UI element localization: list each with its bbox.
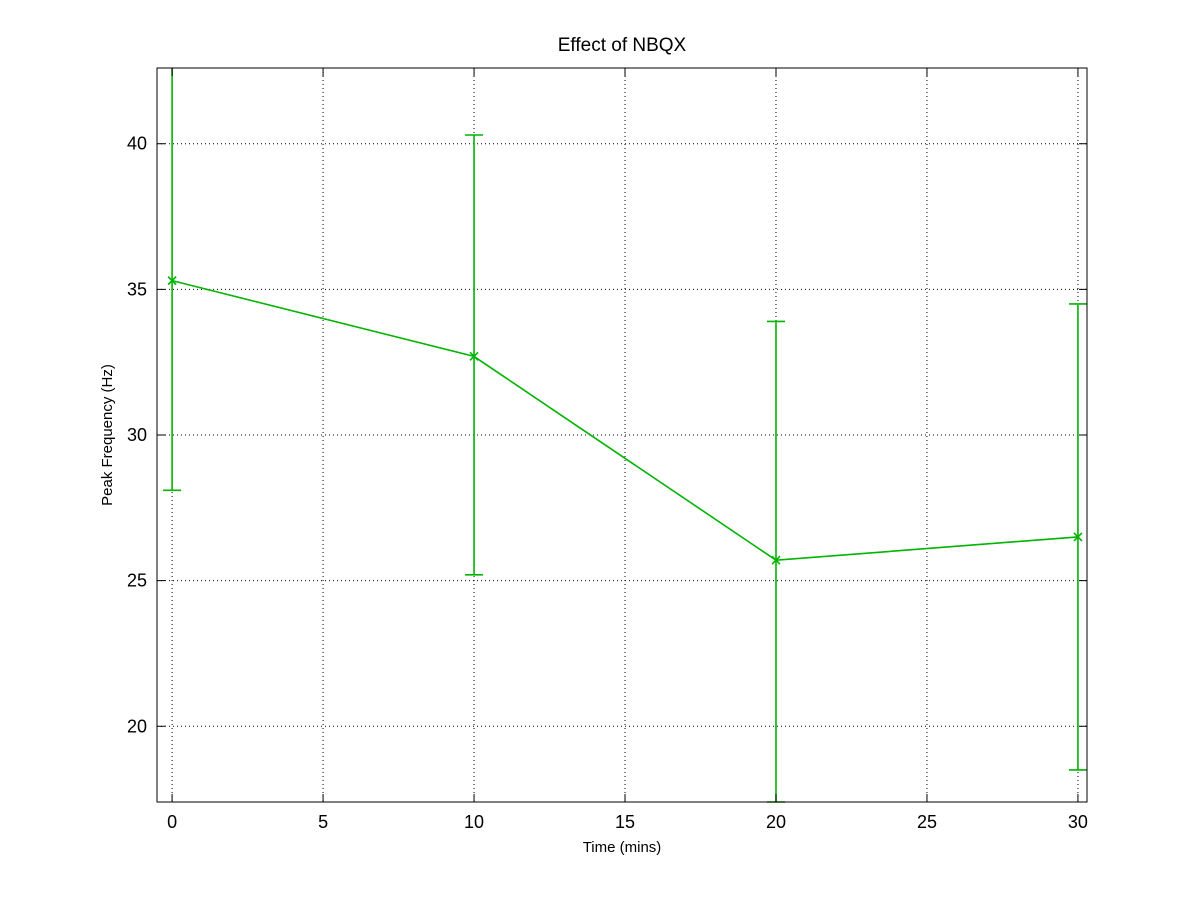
y-tick-label: 25	[127, 571, 147, 591]
data-point	[1073, 532, 1083, 542]
y-tick-label: 30	[127, 425, 147, 445]
y-axis-label: Peak Frequency (Hz)	[99, 364, 116, 506]
x-tick-label: 5	[318, 812, 328, 832]
x-tick-label: 10	[464, 812, 484, 832]
y-tick-label: 40	[127, 134, 147, 154]
x-axis-label: Time (mins)	[583, 839, 662, 856]
x-tick-label: 20	[766, 812, 786, 832]
axis-ticks: 0 5 10 15 20 25 30 20 25 30 35 40	[127, 68, 1088, 832]
x-tick-label: 0	[167, 812, 177, 832]
series-layer	[163, 68, 1087, 803]
grid-lines	[157, 68, 1087, 802]
data-point	[469, 351, 479, 361]
x-tick-label: 25	[917, 812, 937, 832]
y-tick-label: 20	[127, 716, 147, 736]
chart-title: Effect of NBQX	[558, 35, 687, 56]
data-point	[771, 555, 781, 565]
y-tick-label: 35	[127, 279, 147, 299]
x-tick-label: 15	[615, 812, 635, 832]
series-line	[171, 279, 1078, 562]
data-point	[167, 276, 177, 286]
x-tick-label: 30	[1068, 812, 1088, 832]
